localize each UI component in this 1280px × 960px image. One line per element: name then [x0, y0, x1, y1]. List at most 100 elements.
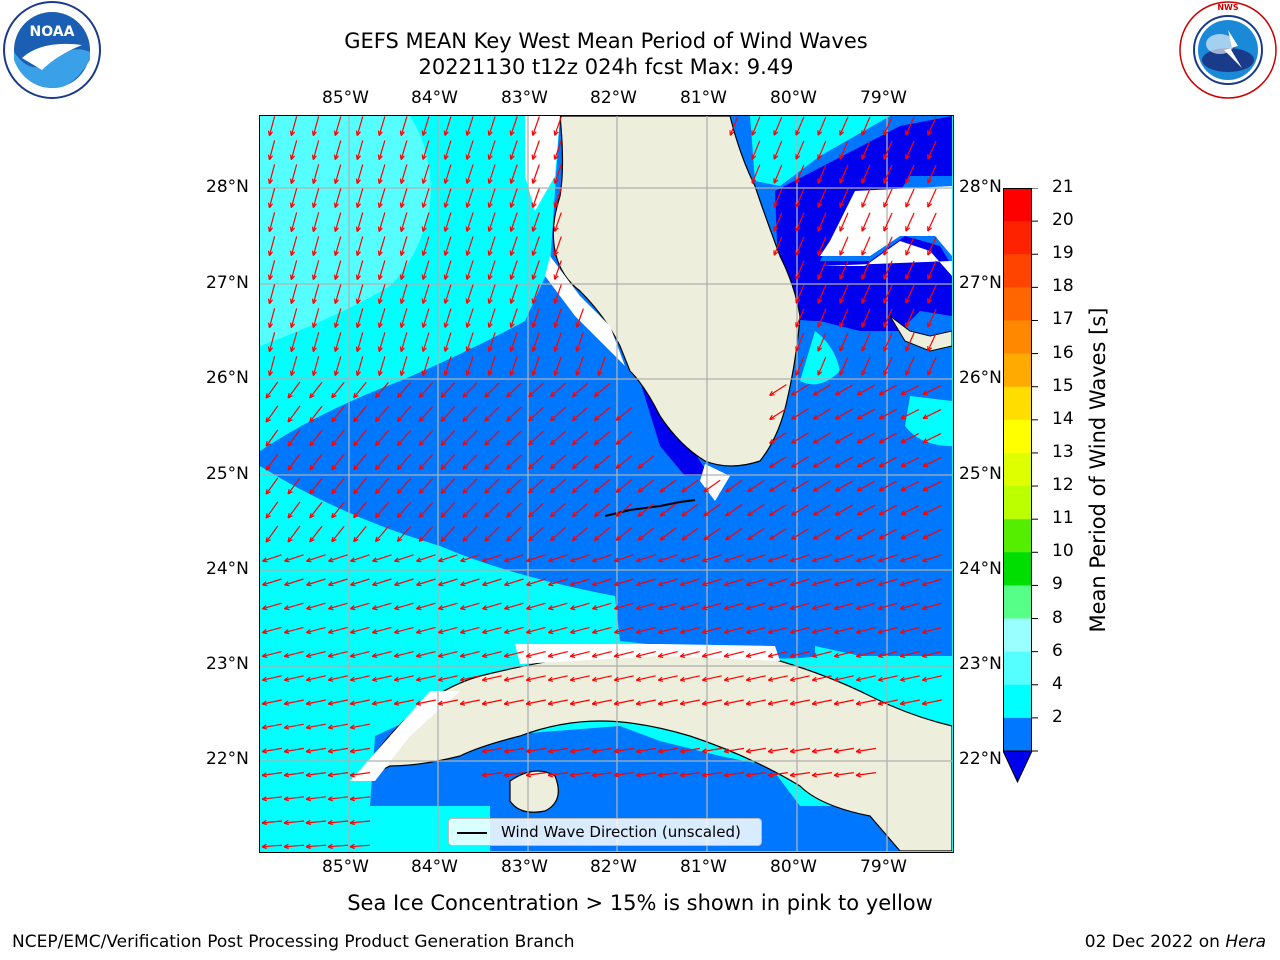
wave-arrow-head	[724, 581, 729, 586]
wave-arrow	[817, 356, 827, 376]
wave-arrow-head	[462, 464, 466, 470]
wave-arrow-head	[593, 487, 598, 493]
wave-arrow-head	[438, 557, 443, 562]
wave-arrow-head	[594, 418, 600, 422]
wave-arrow-head	[353, 395, 359, 399]
lon-tick-bottom: 80°W	[770, 857, 817, 877]
wave-arrow-head	[374, 440, 378, 446]
wave-arrow-head	[444, 179, 449, 184]
wave-arrow-head	[265, 489, 268, 495]
wave-arrow-head	[378, 371, 383, 376]
wave-arrow-head	[466, 203, 471, 208]
wave-arrow	[883, 116, 893, 136]
wave-arrow-head	[658, 605, 663, 610]
wave-arrow	[306, 578, 326, 586]
wave-arrow	[504, 602, 524, 610]
wave-arrow-head	[399, 154, 402, 160]
wave-arrow-head	[553, 298, 556, 304]
wave-arrow	[482, 602, 502, 610]
wave-arrow-head	[422, 323, 427, 328]
wave-arrow-head	[839, 203, 845, 208]
wave-arrow	[900, 480, 920, 492]
wave-arrow-head	[526, 605, 531, 610]
wave-arrow	[378, 356, 386, 376]
wave-arrow	[615, 479, 633, 493]
wave-arrow-head	[531, 226, 534, 232]
wave-arrow-head	[856, 608, 862, 611]
wave-arrow	[510, 236, 518, 256]
wave-arrow	[658, 675, 678, 681]
wave-arrow-head	[526, 679, 532, 682]
wave-arrow-head	[614, 581, 619, 586]
wave-arrow-head	[834, 584, 840, 587]
wave-arrow-head	[725, 490, 731, 493]
wave-arrow-head	[394, 584, 400, 587]
wave-arrow	[905, 356, 915, 376]
wave-arrow-head	[681, 535, 685, 541]
wave-arrow-head	[900, 581, 905, 586]
wave-arrow	[396, 430, 412, 446]
wave-arrow-head	[834, 534, 839, 540]
wave-arrow-head	[922, 534, 927, 539]
wave-arrow-head	[572, 394, 578, 398]
wave-arrow-head	[438, 584, 444, 587]
wave-arrow-head	[306, 605, 311, 610]
wave-arrow-head	[262, 584, 268, 587]
wave-arrow-head	[724, 628, 729, 634]
wave-arrow-head	[637, 490, 644, 493]
wave-arrow-head	[724, 608, 730, 611]
wave-arrow	[532, 188, 540, 208]
wave-arrow	[372, 626, 392, 634]
wave-arrow	[795, 308, 805, 328]
wave-arrow	[680, 772, 700, 776]
wave-arrow-head	[305, 798, 311, 802]
wave-arrow-head	[306, 608, 312, 611]
wave-arrow-head	[813, 466, 819, 468]
wave-arrow-head	[331, 539, 337, 543]
wave-arrow-head	[378, 155, 383, 160]
wave-arrow-head	[510, 155, 515, 160]
wave-arrow-head	[883, 155, 889, 160]
colorbar-segment	[1003, 419, 1032, 454]
wave-arrow-head	[900, 557, 905, 562]
wave-arrow-head	[309, 464, 312, 471]
wave-arrow-head	[878, 584, 884, 587]
wave-arrow	[444, 308, 452, 328]
wave-arrow-head	[482, 608, 488, 611]
wave-arrow	[462, 478, 478, 494]
wave-arrow-head	[418, 392, 422, 398]
wave-arrow-head	[419, 538, 425, 542]
wave-arrow	[262, 699, 282, 705]
wave-arrow-head	[548, 679, 554, 682]
wave-arrow-head	[553, 154, 556, 160]
wave-arrow-head	[769, 514, 775, 516]
wave-arrow-head	[440, 418, 447, 422]
wave-arrow-head	[350, 560, 356, 563]
wave-arrow-head	[834, 557, 839, 562]
wave-arrow-head	[462, 418, 468, 422]
wave-arrow	[637, 527, 655, 541]
wave-arrow	[554, 308, 562, 328]
wave-arrow-head	[659, 511, 663, 517]
wave-arrow	[615, 431, 633, 445]
wave-arrow-head	[331, 392, 334, 398]
wave-arrow-head	[481, 676, 487, 681]
wave-arrow-head	[790, 510, 795, 516]
wave-arrow-head	[418, 536, 422, 542]
wave-arrow	[900, 675, 920, 681]
wave-arrow	[284, 675, 304, 681]
wave-arrow-head	[394, 703, 400, 706]
wave-arrow	[378, 284, 386, 304]
wave-arrow-head	[284, 679, 290, 682]
wave-arrow-head	[510, 275, 515, 280]
wave-arrow-head	[305, 652, 311, 657]
wave-arrow-head	[466, 227, 471, 232]
wave-arrow-head	[571, 487, 576, 493]
wave-arrow-head	[532, 275, 537, 280]
wave-arrow-head	[419, 514, 425, 518]
wave-arrow	[791, 528, 809, 540]
wave-arrow	[268, 260, 276, 280]
wave-arrow-head	[421, 202, 424, 208]
wave-arrow	[331, 525, 345, 543]
wave-arrow-head	[615, 439, 619, 445]
